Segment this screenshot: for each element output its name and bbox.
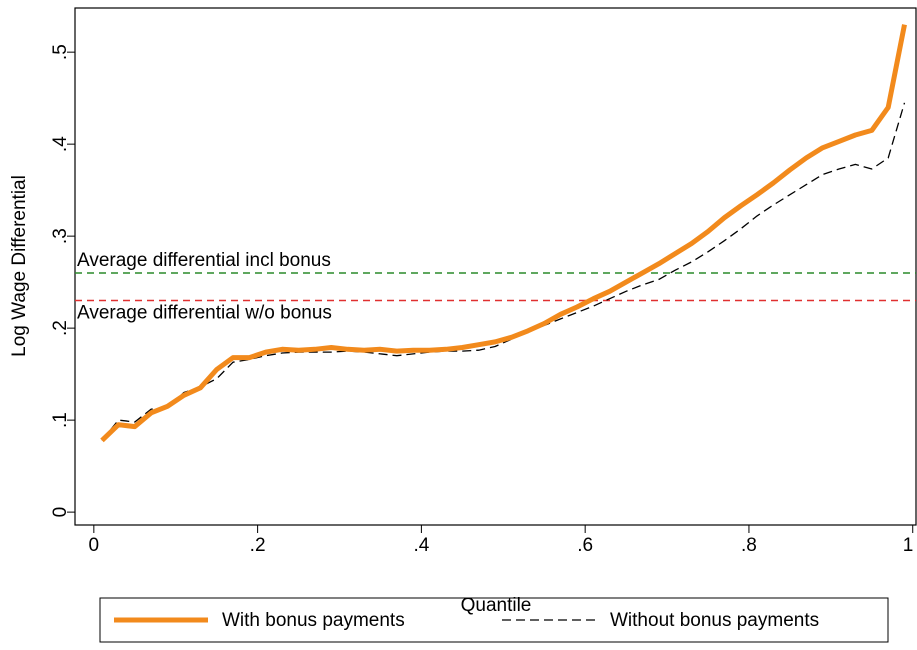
x-tick-label: .4 xyxy=(413,535,429,556)
plot-frame xyxy=(74,7,917,526)
legend-label: With bonus payments xyxy=(222,610,405,631)
x-tick-label: 1 xyxy=(903,535,914,556)
x-axis-title: Quantile xyxy=(461,595,532,616)
series-line xyxy=(100,24,907,443)
x-tick-label: .6 xyxy=(577,535,593,556)
y-tick-label: .5 xyxy=(50,44,71,60)
x-tick-label: 0 xyxy=(89,535,100,556)
legend-box xyxy=(99,597,889,643)
series-line xyxy=(101,102,906,441)
x-tick-label: .2 xyxy=(250,535,266,556)
x-tick-label: .8 xyxy=(741,535,757,556)
reference-label: Average differential incl bonus xyxy=(77,250,331,271)
y-tick-label: .3 xyxy=(50,228,71,244)
y-tick-label: .1 xyxy=(50,412,71,428)
y-tick-label: .4 xyxy=(50,136,71,152)
y-axis-title: Log Wage Differential xyxy=(9,175,30,357)
legend-label: Without bonus payments xyxy=(610,610,819,631)
reference-label: Average differential w/o bonus xyxy=(77,303,332,324)
y-tick-label: .2 xyxy=(50,320,71,336)
y-tick-label: 0 xyxy=(50,507,71,518)
